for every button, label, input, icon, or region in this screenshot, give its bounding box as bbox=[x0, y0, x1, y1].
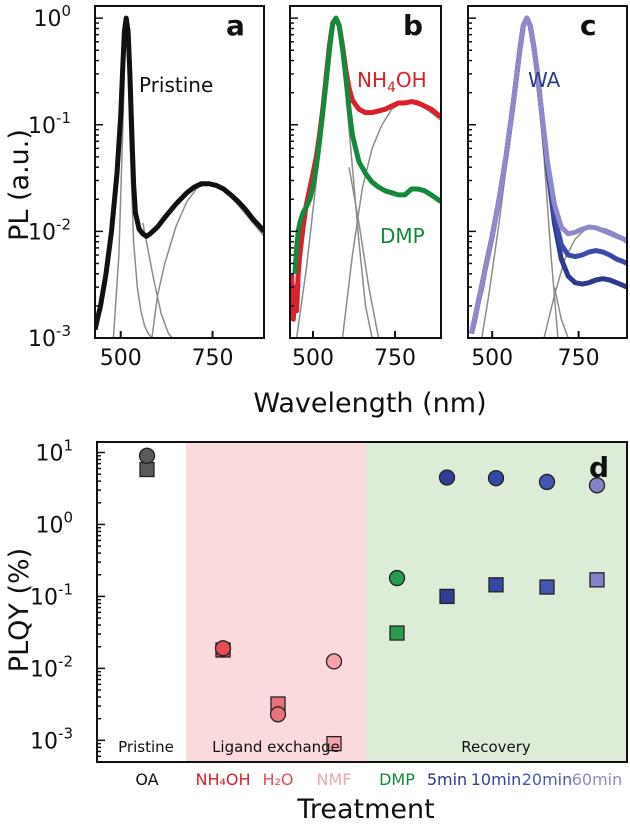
nh4oh-label: NH4OH bbox=[357, 68, 427, 96]
plqy-category-label-6: 10min bbox=[471, 770, 522, 789]
panel-c-series-3-line bbox=[469, 15, 627, 335]
plqy-category-label-8: 60min bbox=[572, 770, 623, 789]
pristine-label: Pristine bbox=[139, 73, 213, 97]
axes-layer: 500 750 100 10-1 10-2 10-3 500 750 500 750 101 100 1… bbox=[28, 2, 628, 789]
plqy-square-marker-7 bbox=[539, 579, 555, 595]
plqy-category-label-7: 20min bbox=[522, 770, 573, 789]
panel-a-ytick-label-2: 10-2 bbox=[28, 215, 71, 245]
panel-a-frame bbox=[94, 5, 265, 339]
plqy-circle-marker-1 bbox=[214, 640, 232, 657]
plqy-square-marker-3 bbox=[326, 735, 342, 752]
panel-a-letter: a bbox=[226, 9, 245, 42]
x-axis-title-top: Wavelength (nm) bbox=[253, 388, 486, 419]
panel-b-fit-curve-2 bbox=[341, 102, 441, 338]
plqy-square-marker-4 bbox=[389, 625, 405, 641]
plqy-category-label-2: H₂O bbox=[262, 770, 293, 789]
panel-c-xtick-label-750: 750 bbox=[558, 346, 600, 371]
panel-a-ytick-label-3: 10-3 bbox=[28, 322, 71, 352]
plqy-category-label-0: OA bbox=[135, 770, 158, 789]
plqy-square-marker-6 bbox=[488, 577, 504, 593]
y-axis-title-top: PL (a.u.) bbox=[4, 129, 35, 241]
region-label-ligand: Ligand exchange bbox=[212, 738, 340, 756]
plqy-ytick-label-0: 101 bbox=[35, 437, 73, 467]
plqy-frame bbox=[96, 441, 628, 763]
panel-c-frame bbox=[467, 5, 628, 339]
plqy-category-label-1: NH₄OH bbox=[195, 770, 250, 789]
wa-label: WA bbox=[528, 68, 561, 92]
x-axis-title-bottom: Treatment bbox=[296, 794, 434, 825]
plqy-ytick-label-3: 10-2 bbox=[30, 652, 73, 682]
panel-c-fit-curve-3 bbox=[553, 286, 569, 338]
plqy-category-label-4: DMP bbox=[379, 770, 415, 789]
plqy-circle-marker-0 bbox=[138, 447, 156, 464]
panel-a-fit-curve-3 bbox=[142, 222, 173, 338]
region-label-pristine: Pristine bbox=[118, 738, 174, 756]
plqy-category-label-3: NMF bbox=[317, 770, 352, 789]
plqy-circle-marker-5 bbox=[438, 469, 456, 486]
panel-d-letter: d bbox=[589, 451, 609, 484]
panel-b-series-2-line bbox=[292, 15, 441, 274]
panel-b-frame bbox=[289, 5, 442, 339]
panel-c-xtick-label-500: 500 bbox=[471, 346, 513, 371]
plqy-circle-marker-4 bbox=[388, 569, 406, 587]
plqy-category-label-5: 5min bbox=[427, 770, 467, 789]
y-axis-title-bottom: PLQY (%) bbox=[4, 548, 35, 672]
plqy-circle-marker-8 bbox=[588, 477, 606, 494]
dmp-label: DMP bbox=[380, 224, 425, 248]
panel-a-ytick-label-1: 10-1 bbox=[28, 109, 71, 139]
panel-c-letter: c bbox=[580, 9, 597, 42]
region-0-background bbox=[97, 442, 186, 762]
panel-a-ytick-label-0: 100 bbox=[33, 2, 71, 32]
plqy-circle-marker-7 bbox=[538, 473, 556, 491]
panel-b-xtick-label-500: 500 bbox=[292, 346, 334, 371]
region-label-recovery: Recovery bbox=[461, 738, 531, 756]
plqy-square-marker-0 bbox=[139, 461, 155, 478]
plqy-square-marker-5 bbox=[439, 588, 455, 605]
panel-b-fit-curve-3 bbox=[348, 167, 380, 338]
panel-a-xtick-label-500: 500 bbox=[100, 346, 142, 371]
plqy-circle-marker-6 bbox=[487, 470, 505, 487]
plqy-ytick-label-1: 100 bbox=[35, 508, 73, 538]
region-2-background bbox=[366, 442, 627, 762]
panel-a-fit-curve-2 bbox=[151, 182, 264, 338]
panel-b-xtick-label-750: 750 bbox=[374, 346, 416, 371]
panel-a-series-1-line bbox=[95, 15, 264, 331]
plqy-ytick-label-2: 10-1 bbox=[30, 580, 73, 610]
plqy-circle-marker-2 bbox=[269, 706, 287, 723]
plqy-square-marker-8 bbox=[589, 572, 605, 588]
panel-b-letter: b bbox=[403, 9, 423, 42]
plqy-ytick-label-4: 10-3 bbox=[30, 724, 73, 754]
plqy-circle-marker-3 bbox=[325, 653, 343, 670]
data-series-layer bbox=[95, 15, 627, 752]
panel-a-xtick-label-750: 750 bbox=[192, 346, 234, 371]
